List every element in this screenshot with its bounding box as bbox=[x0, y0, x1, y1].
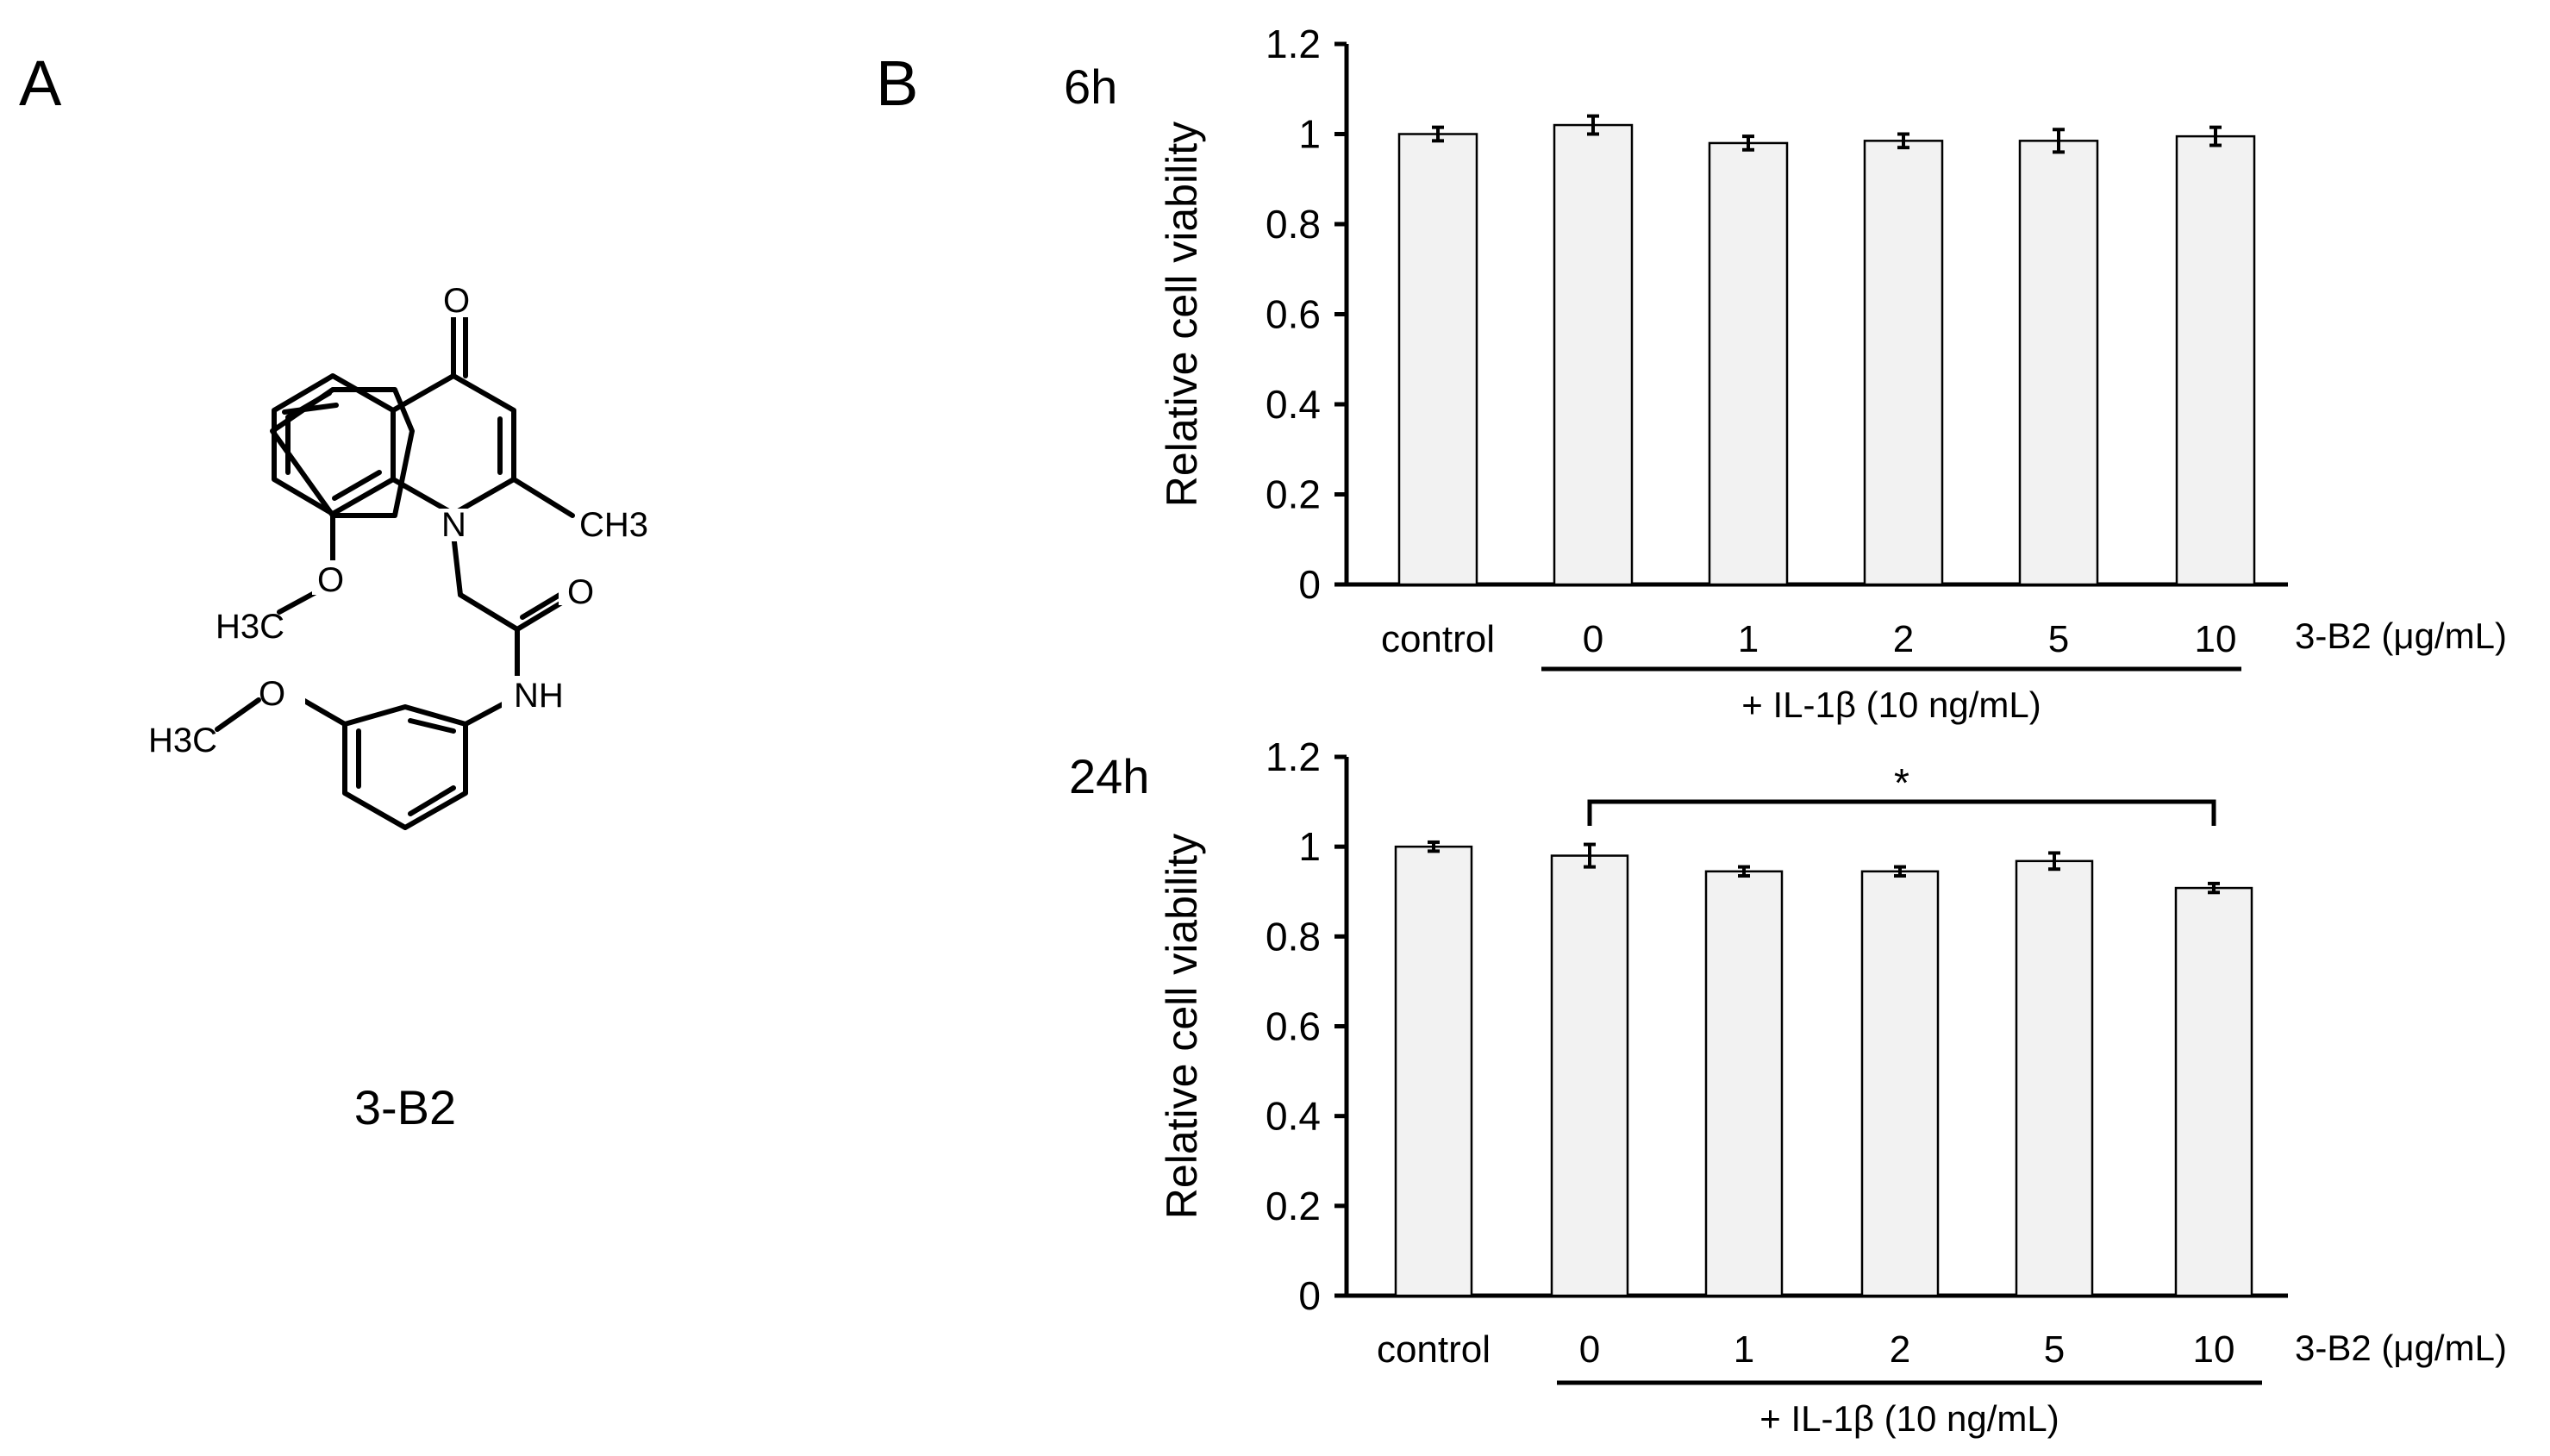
category-label: 2 bbox=[1890, 1328, 1910, 1371]
double-bond-a1 bbox=[285, 391, 332, 420]
y-tick-label: 0.4 bbox=[1266, 382, 1321, 427]
category-label: 5 bbox=[2044, 1328, 2065, 1371]
y-tick-label: 1.2 bbox=[1266, 734, 1321, 779]
category-label: 1 bbox=[1734, 1328, 1754, 1371]
bar bbox=[1394, 845, 1473, 1297]
compound-name: 3-B2 bbox=[354, 1080, 456, 1134]
category-label: 1 bbox=[1738, 618, 1759, 660]
methoxy-bond-2 bbox=[297, 696, 347, 727]
bar bbox=[1704, 870, 1784, 1297]
atom-ch3: CH3 bbox=[579, 506, 648, 544]
double-bond-a3 bbox=[332, 470, 382, 501]
bar bbox=[2174, 886, 2253, 1297]
double-bond-c2 bbox=[408, 785, 456, 816]
bar bbox=[2175, 134, 2256, 586]
y-tick-label: 0.8 bbox=[1266, 202, 1321, 247]
bar bbox=[1550, 854, 1629, 1297]
ring-inner-bond bbox=[282, 403, 339, 415]
atom-o-carbonyl: O bbox=[443, 282, 470, 320]
y-axis-label: Relative cell viability bbox=[1158, 122, 1206, 507]
category-label: 0 bbox=[1583, 618, 1603, 660]
y-tick-label: 0.6 bbox=[1266, 1004, 1321, 1049]
chart-6h: 6h 0 0.2 0.4 0.6 0.8 1 1.2 Relative cell viabili… bbox=[1064, 22, 2507, 725]
y-tick-label: 0 bbox=[1298, 562, 1321, 607]
chart-24h: 24h 0 0.2 0.4 0.6 0.8 1 1.2 Relative cell viabil… bbox=[1069, 734, 2507, 1439]
methoxy-bond-2b bbox=[215, 697, 261, 732]
chart-title: 24h bbox=[1069, 749, 1149, 803]
atom-label-masks bbox=[271, 276, 593, 710]
significance-bracket bbox=[1587, 799, 2216, 826]
chemical-structure bbox=[215, 315, 575, 830]
ring-c bbox=[342, 704, 468, 830]
y-tick-label: 0.2 bbox=[1266, 1184, 1321, 1228]
panel-a-label: A bbox=[19, 47, 62, 119]
category-label: 5 bbox=[2048, 618, 2069, 660]
panel-b-label: B bbox=[876, 47, 918, 119]
y-tick-label: 1 bbox=[1298, 112, 1321, 157]
c-o-bond-2 bbox=[520, 589, 568, 620]
chart-title: 6h bbox=[1064, 59, 1117, 114]
ch2-c-bond bbox=[458, 592, 520, 632]
ring-a bbox=[272, 373, 396, 516]
bar bbox=[1863, 140, 1944, 586]
treatment-label: 3-B2 (μg/mL) bbox=[2295, 616, 2507, 656]
atom-nh-amide: NH bbox=[514, 677, 564, 715]
n-ch2-bond bbox=[451, 532, 463, 597]
y-tick-label: 0.2 bbox=[1266, 472, 1321, 517]
bar bbox=[2018, 140, 2099, 586]
atom-o-amide: O bbox=[567, 573, 594, 611]
atom-h3c-2: H3C bbox=[148, 722, 217, 759]
y-tick-label: 1 bbox=[1298, 824, 1321, 869]
bar bbox=[1708, 141, 1789, 586]
y-axis-label: Relative cell viability bbox=[1158, 834, 1206, 1219]
double-bond-c3 bbox=[408, 718, 456, 734]
bar bbox=[1553, 123, 1634, 586]
category-label: 10 bbox=[2193, 1328, 2235, 1371]
treatment-label: 3-B2 (μg/mL) bbox=[2295, 1328, 2507, 1368]
y-tick-label: 0.6 bbox=[1266, 292, 1321, 337]
group-label: + IL-1β (10 ng/mL) bbox=[1759, 1398, 2059, 1439]
significance-label: * bbox=[1894, 760, 1909, 805]
group-label: + IL-1β (10 ng/mL) bbox=[1741, 684, 2041, 725]
category-label: 0 bbox=[1579, 1328, 1600, 1371]
methyl-bond bbox=[511, 477, 575, 518]
bar bbox=[1397, 133, 1478, 586]
category-label: control bbox=[1377, 1328, 1491, 1371]
y-tick-label: 1.2 bbox=[1266, 22, 1321, 66]
category-label: 10 bbox=[2195, 618, 2237, 660]
atom-o-methoxy-1: O bbox=[317, 561, 344, 599]
atom-o-methoxy-2: O bbox=[259, 675, 285, 713]
category-label: 2 bbox=[1893, 618, 1914, 660]
bar bbox=[1860, 870, 1940, 1297]
category-label: control bbox=[1381, 618, 1495, 660]
atom-labels: O N CH3 O H3C O NH O H3C bbox=[148, 282, 648, 759]
bar bbox=[2015, 859, 2094, 1297]
y-tick-label: 0.4 bbox=[1266, 1094, 1321, 1139]
y-tick-label: 0.8 bbox=[1266, 914, 1321, 959]
atom-n-ring: N bbox=[441, 506, 466, 544]
atom-h3c-1: H3C bbox=[216, 608, 284, 646]
y-tick-label: 0 bbox=[1298, 1273, 1321, 1318]
